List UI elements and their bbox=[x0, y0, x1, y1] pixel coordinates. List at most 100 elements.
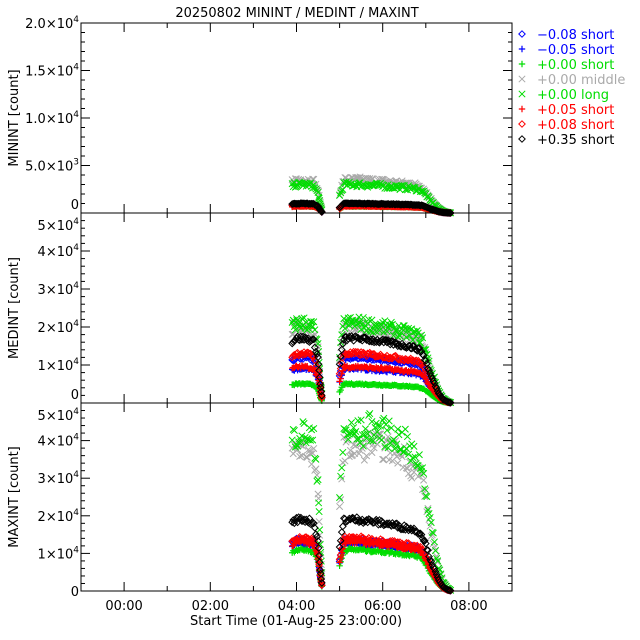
legend-item: +0.00 short bbox=[518, 58, 614, 73]
data-point bbox=[310, 318, 318, 326]
legend-item: +0.35 short bbox=[518, 133, 614, 148]
data-point bbox=[316, 380, 325, 389]
data-point bbox=[367, 437, 375, 445]
data-point bbox=[419, 351, 428, 360]
y-tick-label: 1.0×104 bbox=[25, 110, 79, 127]
data-point bbox=[394, 459, 402, 467]
data-point bbox=[383, 351, 391, 360]
data-point bbox=[309, 335, 318, 344]
data-point bbox=[351, 430, 359, 438]
data-point bbox=[304, 534, 313, 543]
data-point bbox=[307, 351, 316, 360]
data-point bbox=[366, 410, 374, 418]
y-tick-label: 1×104 bbox=[38, 545, 80, 562]
legend-item: +0.08 short bbox=[518, 118, 614, 133]
data-point bbox=[444, 586, 453, 594]
data-point bbox=[339, 448, 347, 456]
data-point bbox=[373, 428, 381, 436]
data-point bbox=[296, 452, 304, 461]
y-tick-label: 3×104 bbox=[38, 281, 80, 298]
data-point bbox=[295, 320, 303, 328]
data-point bbox=[315, 558, 324, 567]
data-point bbox=[379, 455, 387, 463]
data-point bbox=[357, 416, 365, 424]
data-point bbox=[337, 544, 346, 553]
data-point bbox=[338, 370, 345, 378]
data-point bbox=[444, 208, 453, 217]
data-point bbox=[367, 327, 375, 336]
data-point bbox=[337, 472, 345, 480]
data-point bbox=[445, 586, 454, 595]
data-point bbox=[425, 366, 433, 375]
data-point bbox=[375, 537, 384, 546]
data-point bbox=[384, 444, 392, 452]
data-point bbox=[385, 337, 394, 346]
data-point bbox=[335, 369, 344, 378]
data-point bbox=[315, 373, 324, 382]
data-point bbox=[308, 335, 317, 344]
data-point bbox=[430, 564, 439, 573]
data-point bbox=[385, 417, 393, 425]
data-point bbox=[423, 493, 431, 501]
data-point bbox=[417, 471, 426, 479]
data-point bbox=[425, 552, 433, 561]
data-point bbox=[379, 416, 387, 424]
y-tick-label: 1.5×104 bbox=[25, 63, 79, 80]
data-point bbox=[313, 350, 321, 358]
data-point bbox=[421, 485, 429, 493]
data-point bbox=[433, 554, 441, 562]
plus-marker-icon bbox=[518, 45, 526, 53]
data-point bbox=[359, 313, 367, 322]
data-point bbox=[426, 369, 435, 378]
data-point bbox=[310, 343, 319, 352]
data-point bbox=[358, 533, 367, 542]
diamond-marker-icon bbox=[518, 30, 526, 38]
data-point bbox=[347, 419, 356, 427]
data-point bbox=[337, 189, 345, 197]
data-point bbox=[393, 326, 401, 335]
data-point bbox=[354, 348, 362, 356]
data-point bbox=[395, 451, 403, 459]
data-point bbox=[427, 557, 436, 566]
data-point bbox=[311, 326, 319, 334]
data-point bbox=[292, 316, 301, 324]
data-point bbox=[394, 425, 402, 433]
data-point bbox=[393, 440, 401, 448]
data-point bbox=[288, 518, 297, 527]
data-point bbox=[364, 430, 372, 438]
data-point bbox=[425, 193, 433, 202]
data-point bbox=[313, 550, 321, 557]
data-point bbox=[349, 533, 358, 541]
data-point bbox=[376, 430, 385, 438]
data-point bbox=[316, 540, 324, 548]
data-point bbox=[445, 208, 454, 217]
y-tick-label: 2×104 bbox=[38, 508, 80, 525]
data-point bbox=[310, 424, 318, 433]
data-point bbox=[296, 513, 305, 522]
legend-label: +0.05 short bbox=[537, 103, 614, 118]
data-point bbox=[396, 538, 404, 547]
data-point bbox=[392, 340, 401, 348]
legend-label: +0.00 middle bbox=[537, 73, 625, 88]
data-point bbox=[337, 386, 344, 394]
data-point bbox=[337, 345, 346, 354]
data-point bbox=[374, 430, 382, 438]
data-point bbox=[317, 391, 326, 400]
data-point bbox=[405, 182, 413, 190]
x-tick-label: 00:00 bbox=[105, 599, 142, 614]
data-point bbox=[425, 515, 433, 523]
data-point bbox=[302, 439, 310, 447]
y-axis-label: MEDINT [count] bbox=[7, 257, 22, 359]
data-point bbox=[314, 555, 323, 564]
x-tick-label: 04:00 bbox=[278, 599, 315, 614]
data-point bbox=[306, 199, 315, 208]
data-point bbox=[415, 451, 423, 459]
data-point bbox=[315, 508, 323, 516]
data-point bbox=[387, 424, 395, 432]
data-point bbox=[420, 476, 428, 484]
data-point bbox=[317, 575, 326, 583]
x-tick-label: 08:00 bbox=[450, 599, 487, 614]
data-point bbox=[445, 398, 454, 407]
data-point bbox=[309, 436, 317, 444]
data-point bbox=[308, 426, 316, 434]
